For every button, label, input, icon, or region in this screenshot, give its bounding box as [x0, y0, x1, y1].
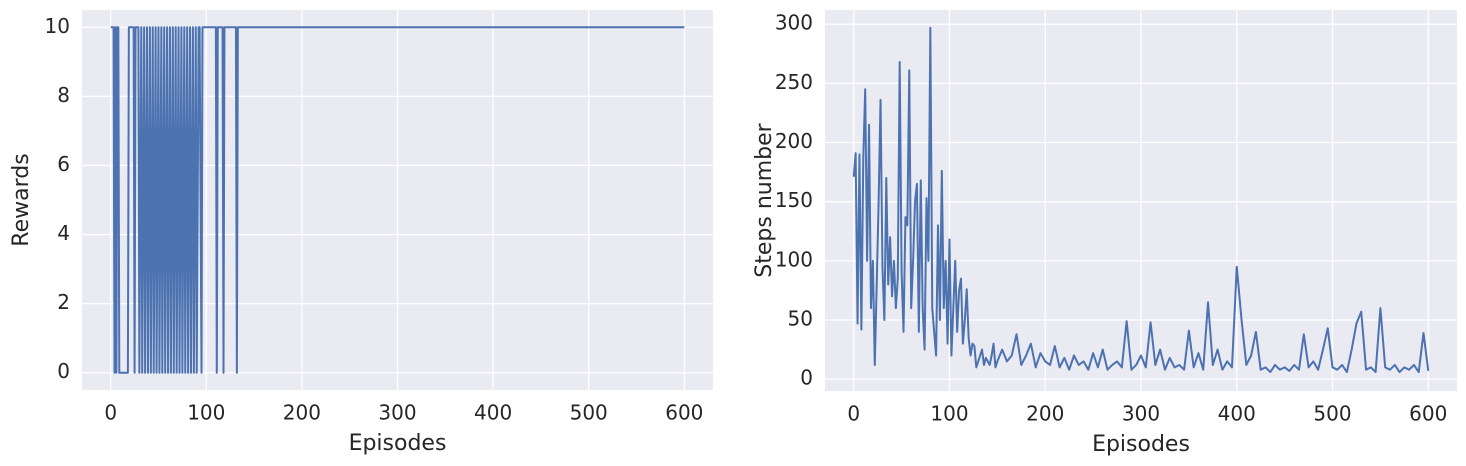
x-tick-label: 400 — [474, 401, 512, 425]
y-axis-label: Steps number — [752, 122, 777, 277]
x-tick-label: 600 — [665, 401, 703, 425]
y-tick-label: 200 — [775, 129, 813, 153]
x-tick-label: 200 — [1026, 402, 1064, 426]
y-axis-label: Rewards — [9, 153, 34, 246]
x-tick-label: 100 — [187, 401, 225, 425]
y-tick-label: 0 — [57, 359, 70, 383]
data-line — [110, 26, 685, 374]
x-axis-label: Episodes — [349, 431, 447, 456]
y-tick-label: 300 — [775, 11, 813, 35]
x-axis-label: Episodes — [1092, 432, 1190, 457]
y-tick-label: 8 — [57, 83, 70, 107]
x-tick-label: 500 — [1313, 402, 1351, 426]
x-tick-label: 0 — [104, 401, 117, 425]
y-tick-label: 250 — [775, 70, 813, 94]
x-tick-label: 400 — [1218, 402, 1256, 426]
x-tick-label: 600 — [1409, 402, 1447, 426]
x-tick-label: 0 — [847, 402, 860, 426]
y-tick-label: 0 — [800, 366, 813, 390]
x-tick-label: 200 — [283, 401, 321, 425]
x-tick-label: 500 — [570, 401, 608, 425]
y-tick-label: 4 — [57, 221, 70, 245]
y-tick-label: 100 — [775, 247, 813, 271]
y-tick-label: 150 — [775, 188, 813, 212]
y-tick-label: 50 — [788, 307, 813, 331]
x-tick-label: 300 — [1122, 402, 1160, 426]
x-tick-label: 100 — [930, 402, 968, 426]
y-tick-label: 2 — [57, 290, 70, 314]
y-tick-label: 10 — [45, 14, 70, 38]
data-line — [852, 26, 1430, 374]
y-tick-label: 6 — [57, 152, 70, 176]
x-tick-label: 300 — [378, 401, 416, 425]
